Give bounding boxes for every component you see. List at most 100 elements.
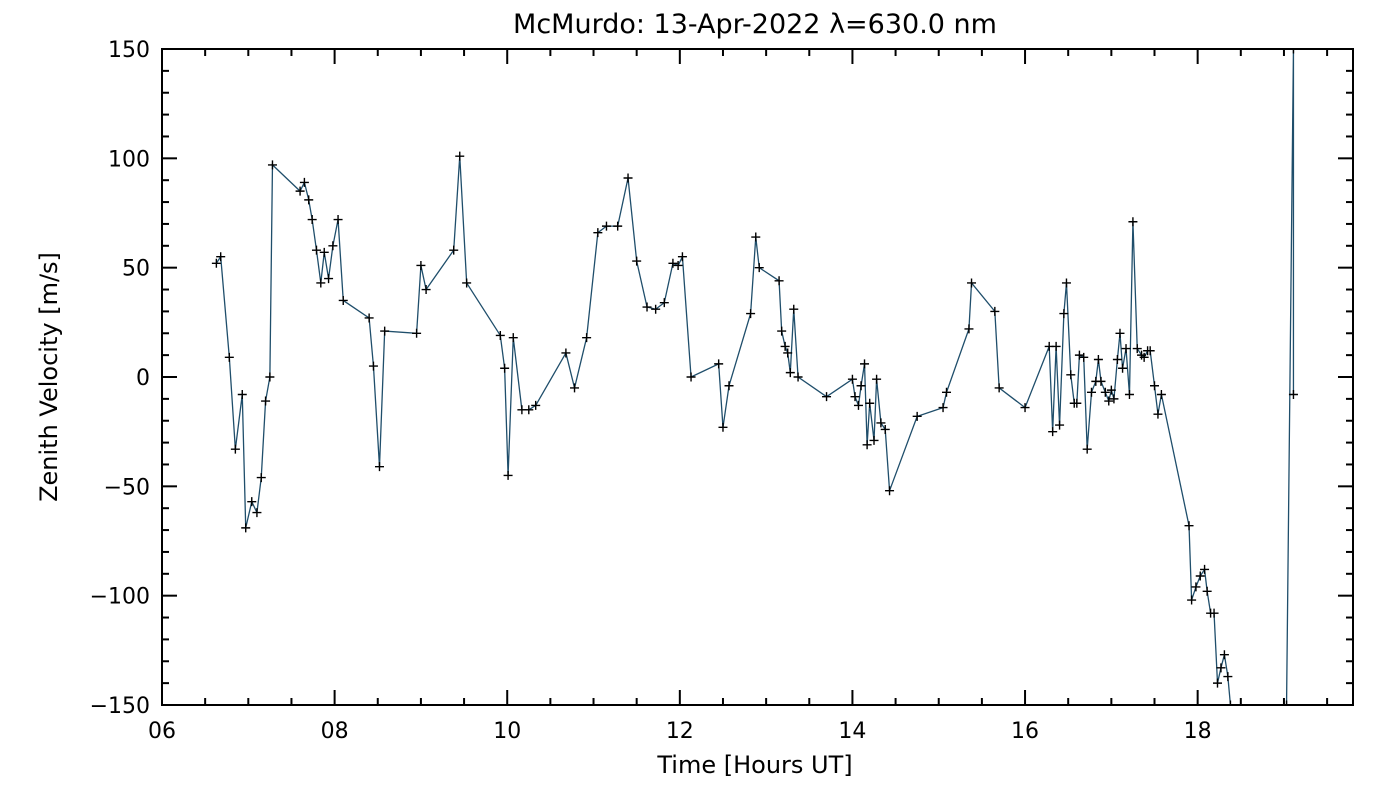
data-point-marker (912, 411, 922, 421)
data-point-marker (1109, 394, 1119, 404)
data-point-marker (503, 470, 513, 480)
y-tick-label: 100 (108, 147, 150, 172)
data-point-marker (746, 309, 756, 319)
data-point-marker (1132, 344, 1142, 354)
data-point-marker (265, 372, 275, 382)
data-point-marker (880, 424, 890, 434)
data-point-marker (1213, 678, 1222, 688)
data-point-marker (856, 381, 866, 391)
data-point-marker (267, 160, 277, 170)
data-point-marker (642, 302, 652, 312)
data-point-marker (1225, 700, 1235, 705)
x-tick-label: 10 (493, 719, 521, 744)
x-tick-label: 14 (838, 719, 866, 744)
data-point-marker (338, 295, 348, 305)
data-point-marker (994, 383, 1004, 393)
data-point-marker (462, 278, 472, 288)
data-point-marker (1051, 341, 1061, 351)
data-point-marker (1118, 363, 1128, 373)
data-point-marker (593, 228, 603, 238)
data-point-marker (1187, 595, 1197, 605)
data-point-marker (1191, 582, 1201, 592)
data-point-marker (524, 405, 534, 415)
data-point-marker (1223, 672, 1233, 682)
data-point-marker (421, 285, 431, 295)
data-point-marker (673, 260, 683, 270)
x-tick-label: 08 (321, 719, 349, 744)
data-point-marker (1104, 396, 1114, 406)
data-point-marker (1074, 350, 1084, 360)
y-tick-label: −100 (90, 585, 150, 610)
data-point-marker (1150, 381, 1159, 391)
data-point-marker (216, 252, 226, 262)
data-point-marker (754, 263, 764, 273)
data-point-marker (724, 381, 734, 391)
series-line (215, 49, 1295, 705)
data-point-marker (304, 195, 314, 205)
data-point-marker (1087, 387, 1096, 397)
data-point-marker (247, 497, 257, 507)
data-point-marker (582, 333, 592, 343)
data-point-marker (1061, 278, 1071, 288)
data-point-marker (1115, 328, 1125, 338)
data-point-marker (872, 374, 882, 384)
y-tick-label: 150 (108, 38, 150, 63)
data-point-marker (869, 435, 879, 445)
data-point-marker (1079, 352, 1089, 362)
data-point-marker (295, 186, 305, 196)
data-point-marker (793, 372, 803, 382)
y-tick-labels: −150 −100 −50 0 50 100 150 (90, 38, 150, 719)
data-point-marker (1156, 389, 1166, 399)
plot-frame (161, 48, 1354, 706)
y-tick-label: 0 (136, 366, 150, 391)
data-point-marker (508, 333, 518, 343)
y-axis-label: Zenith Velocity [m/s] (35, 252, 63, 502)
x-tick-label: 16 (1011, 719, 1039, 744)
data-point-marker (938, 403, 948, 413)
data-point-marker (531, 400, 541, 410)
data-point-marker (850, 392, 860, 402)
data-point-marker (885, 486, 895, 496)
data-point-marker (416, 260, 426, 270)
data-point-marker (1072, 398, 1082, 408)
data-point-marker (853, 400, 863, 410)
x-tick-label: 18 (1184, 719, 1212, 744)
y-tick-label: −50 (104, 475, 150, 500)
data-point-marker (847, 374, 857, 384)
data-point-marker (1100, 387, 1110, 397)
data-point-marker (299, 177, 309, 187)
data-point-marker (860, 359, 870, 369)
data-point-marker (1066, 370, 1076, 380)
data-point-marker (623, 173, 633, 183)
data-point-marker (1055, 420, 1065, 430)
data-point-marker (876, 418, 886, 428)
data-point-marker (1195, 571, 1205, 581)
data-point-marker (1200, 564, 1210, 574)
data-point-marker (942, 387, 952, 397)
data-point-marker (570, 383, 580, 393)
data-point-marker (718, 422, 728, 432)
data-point-marker (455, 151, 465, 161)
data-point-marker (659, 298, 669, 308)
data-point-marker (561, 348, 571, 358)
data-point-marker (307, 215, 317, 225)
data-point-marker (1153, 409, 1163, 419)
data-point-marker (261, 396, 271, 406)
data-point-marker (1209, 608, 1219, 618)
data-point-marker (822, 392, 832, 402)
y-tick-label: −150 (90, 694, 150, 719)
data-point-marker (1124, 389, 1134, 399)
data-point-marker (651, 304, 661, 314)
data-point-marker (374, 462, 384, 472)
data-point-marker (1216, 663, 1226, 673)
data-point-marker (316, 278, 326, 288)
data-point-marker (364, 313, 374, 323)
data-point-marker (668, 258, 678, 268)
data-point-marker (1048, 427, 1058, 437)
data-point-marker (230, 444, 240, 454)
data-point-marker (789, 304, 799, 314)
data-point-marker (1059, 309, 1069, 319)
data-point-marker (777, 326, 787, 336)
data-point-marker (1288, 49, 1298, 54)
data-point-marker (865, 398, 875, 408)
